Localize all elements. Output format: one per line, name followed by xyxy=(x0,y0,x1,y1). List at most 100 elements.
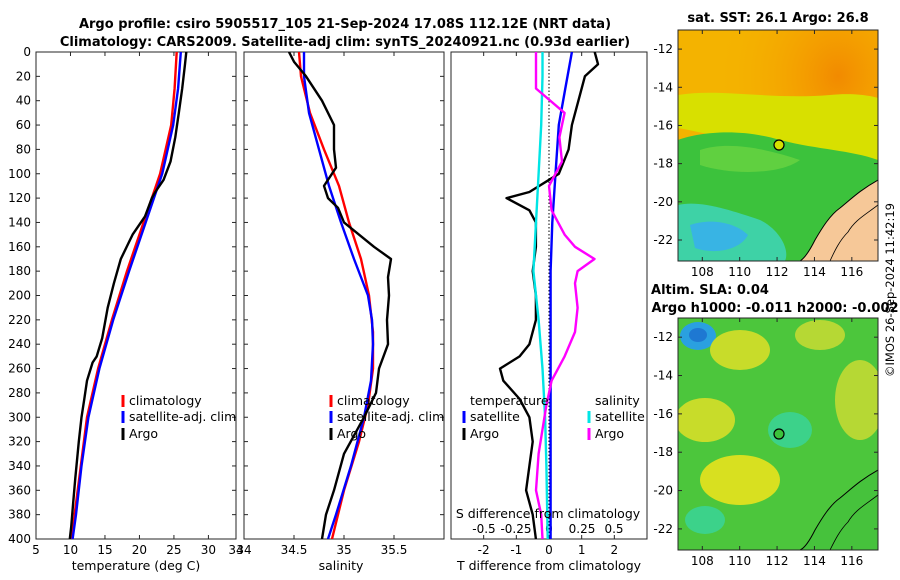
y-tick-label: 100 xyxy=(8,167,31,181)
difference-legend: temperature salinity satellite Argo sate… xyxy=(462,393,645,441)
y-tick-label: 340 xyxy=(8,459,31,473)
salinity-x-ticks: 34 34.5 35 35.5 xyxy=(236,52,407,557)
sla-blue-core xyxy=(689,328,707,342)
sla-argo-marker xyxy=(773,428,785,440)
temperature-x-ticks: 5 10 15 20 25 30 34 xyxy=(32,52,244,557)
sla-yellow-1 xyxy=(710,330,770,370)
y-tick-label: 60 xyxy=(16,118,31,132)
salinity-panel: 34 34.5 35 35.5 salinity climatology satell… xyxy=(236,51,445,573)
x-tick-label: 20 xyxy=(132,543,147,557)
y-tick-label: 0 xyxy=(23,45,31,59)
sst-map-title: sat. SST: 26.1 Argo: 26.8 xyxy=(687,11,868,26)
sst-argo-marker xyxy=(773,139,785,151)
map-x-tick-label: 110 xyxy=(728,554,751,568)
sla-field xyxy=(678,318,878,550)
temperature-axes xyxy=(35,51,237,540)
x-tick-label: 2 xyxy=(611,543,619,557)
y-tick-label: 20 xyxy=(16,69,31,83)
salinity-lines xyxy=(287,52,393,539)
sla-y-ticks: -12 -14 -16 -18 -20 -22 xyxy=(653,330,878,536)
x-tick-label: -2 xyxy=(478,543,490,557)
map-x-tick-label: 116 xyxy=(840,265,863,279)
x-tick-label: 35 xyxy=(336,543,351,557)
sst-green-light xyxy=(700,145,800,172)
temperature-legend: climatology satellite-adj. clim Argo xyxy=(121,393,236,441)
y-tick-label: 160 xyxy=(8,240,31,254)
sla-map-frame xyxy=(677,317,879,551)
map-y-tick-label: -22 xyxy=(653,522,673,536)
x-tick-label: 34 xyxy=(228,543,243,557)
legend-label-argo: Argo xyxy=(337,426,366,441)
difference-lines xyxy=(498,52,600,539)
difference-panel: -2 -1 0 1 2 -0.5 -0.25 0 0.25 0.5 T difference f… xyxy=(450,51,648,573)
x-tick-label: 1 xyxy=(578,543,586,557)
legend-label-argo: Argo xyxy=(129,426,158,441)
y-tick-label: 320 xyxy=(8,435,31,449)
difference-s-ticks: -0.5 -0.25 0 0.25 0.5 xyxy=(472,522,623,536)
legend-label-s-satellite: satellite xyxy=(595,409,645,424)
y-tick-label: 40 xyxy=(16,94,31,108)
map-y-tick-label: -20 xyxy=(653,195,673,209)
legend-title-temperature: temperature xyxy=(470,393,549,408)
x-tick-label: 34 xyxy=(236,543,251,557)
x-tick-label: 35.5 xyxy=(381,543,408,557)
temperature-lines xyxy=(68,52,188,539)
legend-label-t-satellite: satellite xyxy=(470,409,520,424)
y-tick-label: 120 xyxy=(8,191,31,205)
temperature-y-ticks: 0 20 40 60 80 100 120 140 160 180 200 220 240 260 280 3… xyxy=(8,45,236,546)
s-tick-label: 0 xyxy=(545,522,553,536)
sla-yellow-3 xyxy=(835,360,878,440)
legend-label-satellite: satellite-adj. clim xyxy=(129,409,236,424)
series-line-argo xyxy=(287,52,393,539)
map-y-tick-label: -14 xyxy=(653,80,673,94)
legend-label-satellite: satellite-adj. clim xyxy=(337,409,444,424)
x-tick-label: 10 xyxy=(63,543,78,557)
salinity-xlabel: salinity xyxy=(319,558,364,573)
y-tick-label: 400 xyxy=(8,532,31,546)
legend-label-climatology: climatology xyxy=(337,393,410,408)
sla-map: Altim. SLA: 0.04 Argo h1000: -0.011 h200… xyxy=(651,283,899,568)
map-y-tick-label: -18 xyxy=(653,445,673,459)
y-tick-label: 260 xyxy=(8,362,31,376)
temperature-xlabel: temperature (deg C) xyxy=(72,558,201,573)
map-x-tick-label: 112 xyxy=(766,554,789,568)
map-x-tick-label: 108 xyxy=(691,265,714,279)
map-y-tick-label: -18 xyxy=(653,157,673,171)
sla-x-ticks: 108 110 112 114 116 xyxy=(691,318,863,568)
map-y-tick-label: -20 xyxy=(653,484,673,498)
map-x-tick-label: 110 xyxy=(728,265,751,279)
imos-watermark: ©IMOS 26-Sep-2024 11:42:19 xyxy=(883,203,897,377)
y-tick-label: 220 xyxy=(8,313,31,327)
sst-land xyxy=(799,179,878,261)
title-line-2: Climatology: CARS2009. Satellite-adj cli… xyxy=(60,35,630,50)
y-tick-label: 240 xyxy=(8,337,31,351)
sla-map-title: Altim. SLA: 0.04 xyxy=(651,283,769,298)
map-x-tick-label: 114 xyxy=(803,265,826,279)
series-line-t-satellite xyxy=(549,52,574,539)
sla-yellow-5 xyxy=(700,455,780,505)
title-line-1: Argo profile: csiro 5905517_105 21-Sep-2… xyxy=(79,17,611,32)
sst-x-ticks: 108 110 112 114 116 xyxy=(691,30,863,279)
x-tick-label: 30 xyxy=(201,543,216,557)
map-y-tick-label: -12 xyxy=(653,42,673,56)
map-x-tick-label: 116 xyxy=(840,554,863,568)
sst-blue-zone xyxy=(690,221,748,252)
x-tick-label: 0 xyxy=(545,543,553,557)
legend-title-salinity: salinity xyxy=(595,393,640,408)
y-tick-label: 280 xyxy=(8,386,31,400)
salinity-y-ticks xyxy=(244,51,444,540)
legend-label-t-argo: Argo xyxy=(470,426,499,441)
sla-cyan-2 xyxy=(685,506,725,534)
difference-xlabel-2: S difference from climatology xyxy=(456,506,641,521)
map-y-tick-label: -16 xyxy=(653,407,673,421)
salinity-axes xyxy=(243,51,445,540)
x-tick-label: 34.5 xyxy=(281,543,308,557)
s-tick-label: 0.5 xyxy=(604,522,623,536)
series-line-satellite-adj-clim xyxy=(302,52,375,539)
s-tick-label: 0.25 xyxy=(569,522,596,536)
sst-field xyxy=(678,30,878,261)
sla-map-subtitle: Argo h1000: -0.011 h2000: -0.002 xyxy=(651,301,898,316)
map-y-tick-label: -22 xyxy=(653,233,673,247)
y-tick-label: 380 xyxy=(8,508,31,522)
difference-x-ticks: -2 -1 0 1 2 xyxy=(478,52,618,557)
